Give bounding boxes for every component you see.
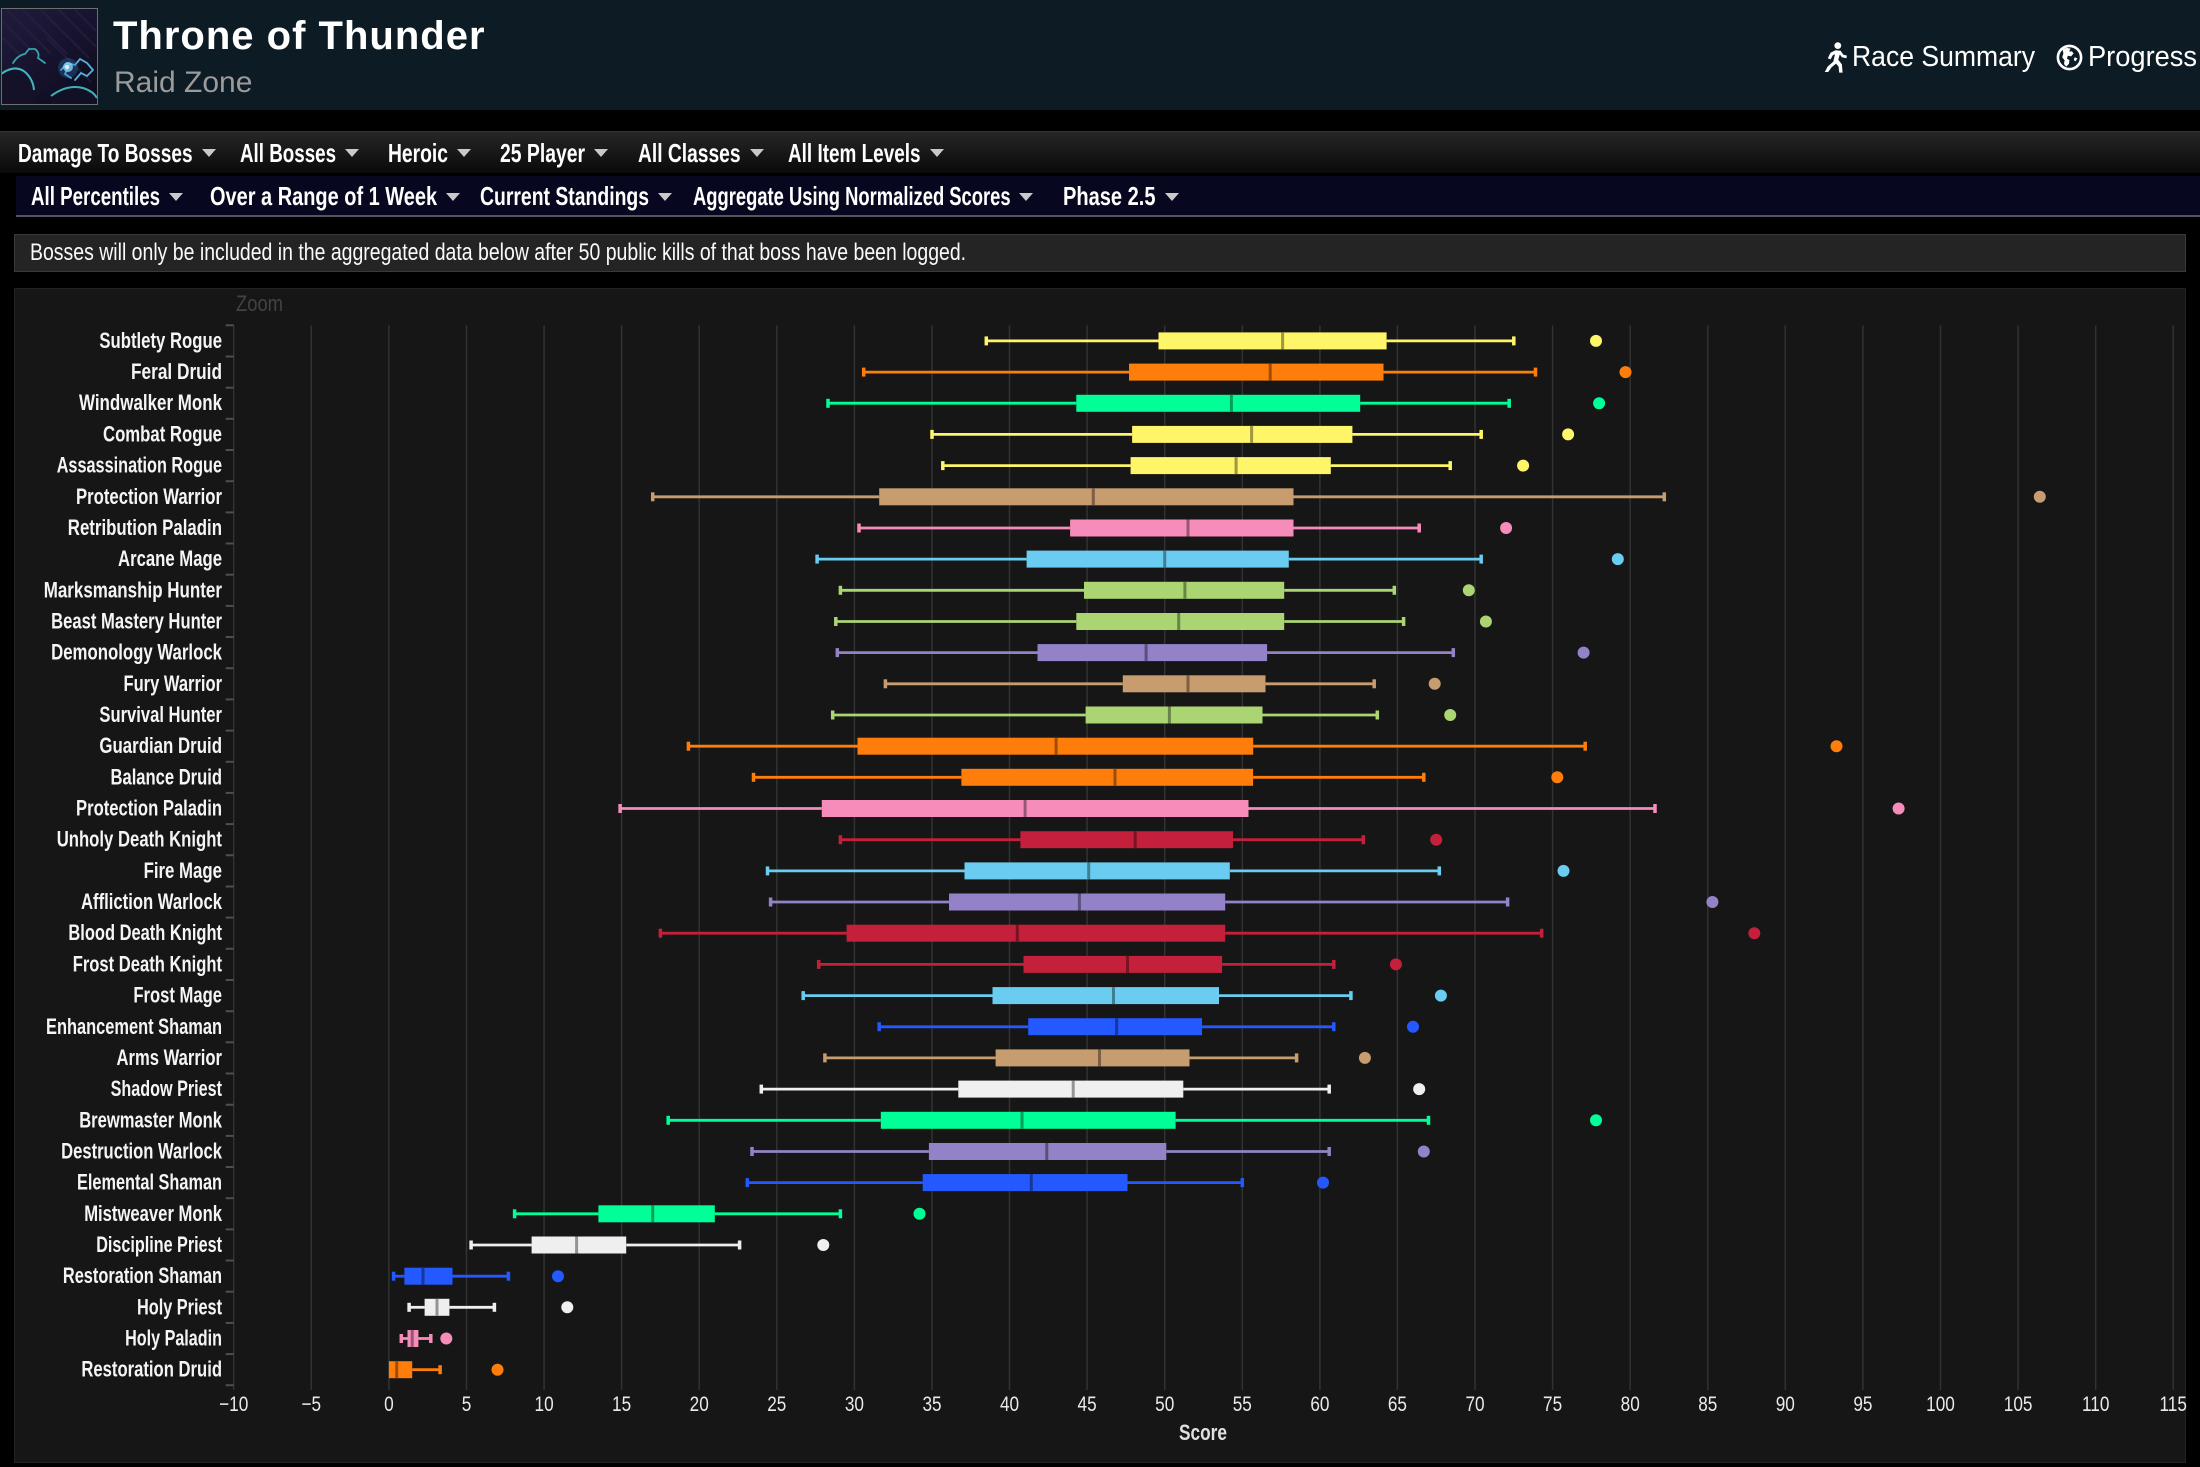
svg-text:10: 10 — [535, 1393, 554, 1416]
svg-text:Arms Warrior: Arms Warrior — [117, 1045, 223, 1070]
svg-text:95: 95 — [1853, 1393, 1872, 1416]
svg-text:Holy Priest: Holy Priest — [137, 1294, 222, 1319]
svg-text:−5: −5 — [302, 1393, 322, 1416]
svg-text:Restoration Shaman: Restoration Shaman — [63, 1263, 222, 1288]
svg-text:Score: Score — [1179, 1420, 1227, 1445]
svg-text:Frost Death Knight: Frost Death Knight — [73, 951, 223, 976]
svg-text:Subtlety Rogue: Subtlety Rogue — [99, 328, 222, 353]
svg-text:Affliction Warlock: Affliction Warlock — [81, 889, 223, 914]
svg-text:Marksmanship Hunter: Marksmanship Hunter — [44, 577, 223, 602]
svg-text:110: 110 — [2082, 1393, 2109, 1416]
svg-text:Holy Paladin: Holy Paladin — [125, 1326, 222, 1351]
svg-text:90: 90 — [1776, 1393, 1795, 1416]
svg-text:70: 70 — [1465, 1393, 1484, 1416]
svg-text:5: 5 — [462, 1393, 472, 1416]
svg-text:Zoom: Zoom — [236, 291, 283, 316]
svg-text:Guardian Druid: Guardian Druid — [99, 733, 222, 758]
svg-text:Protection Warrior: Protection Warrior — [76, 484, 222, 509]
svg-text:0: 0 — [384, 1393, 394, 1416]
svg-text:Retribution Paladin: Retribution Paladin — [68, 515, 222, 540]
svg-text:105: 105 — [2004, 1393, 2033, 1416]
svg-text:Unholy Death Knight: Unholy Death Knight — [57, 827, 223, 852]
svg-text:Beast Mastery Hunter: Beast Mastery Hunter — [51, 609, 222, 634]
svg-text:Elemental Shaman: Elemental Shaman — [77, 1170, 222, 1195]
svg-text:60: 60 — [1310, 1393, 1329, 1416]
svg-text:Shadow Priest: Shadow Priest — [111, 1076, 223, 1101]
svg-text:Blood Death Knight: Blood Death Knight — [68, 920, 222, 945]
svg-text:Combat Rogue: Combat Rogue — [103, 421, 222, 446]
svg-text:Discipline Priest: Discipline Priest — [96, 1232, 222, 1257]
svg-text:Frost Mage: Frost Mage — [133, 983, 222, 1008]
svg-text:15: 15 — [612, 1393, 631, 1416]
svg-text:50: 50 — [1155, 1393, 1174, 1416]
svg-text:Enhancement Shaman: Enhancement Shaman — [46, 1014, 222, 1039]
svg-text:Demonology Warlock: Demonology Warlock — [51, 640, 222, 665]
svg-text:Mistweaver Monk: Mistweaver Monk — [84, 1201, 222, 1226]
svg-text:65: 65 — [1388, 1393, 1407, 1416]
svg-text:−10: −10 — [219, 1393, 248, 1416]
svg-text:Protection Paladin: Protection Paladin — [76, 796, 222, 821]
svg-text:Restoration Druid: Restoration Druid — [81, 1357, 222, 1382]
svg-text:Destruction Warlock: Destruction Warlock — [61, 1139, 222, 1164]
svg-text:Survival Hunter: Survival Hunter — [99, 702, 222, 727]
svg-text:Feral Druid: Feral Druid — [131, 359, 222, 384]
svg-text:20: 20 — [690, 1393, 709, 1416]
svg-text:Fury Warrior: Fury Warrior — [124, 671, 223, 696]
svg-text:25: 25 — [767, 1393, 786, 1416]
svg-text:Fire Mage: Fire Mage — [144, 858, 222, 883]
svg-text:30: 30 — [845, 1393, 864, 1416]
svg-text:45: 45 — [1078, 1393, 1097, 1416]
svg-text:85: 85 — [1698, 1393, 1717, 1416]
svg-text:Arcane Mage: Arcane Mage — [118, 546, 222, 571]
svg-text:35: 35 — [922, 1393, 941, 1416]
svg-text:80: 80 — [1621, 1393, 1640, 1416]
svg-text:40: 40 — [1000, 1393, 1019, 1416]
svg-text:Windwalker Monk: Windwalker Monk — [79, 390, 223, 415]
svg-text:Balance Druid: Balance Druid — [111, 764, 223, 789]
svg-text:Assassination Rogue: Assassination Rogue — [57, 453, 222, 478]
svg-text:Brewmaster Monk: Brewmaster Monk — [79, 1107, 222, 1132]
svg-text:115: 115 — [2160, 1393, 2187, 1416]
svg-text:100: 100 — [1926, 1393, 1955, 1416]
svg-text:75: 75 — [1543, 1393, 1562, 1416]
svg-text:55: 55 — [1233, 1393, 1252, 1416]
